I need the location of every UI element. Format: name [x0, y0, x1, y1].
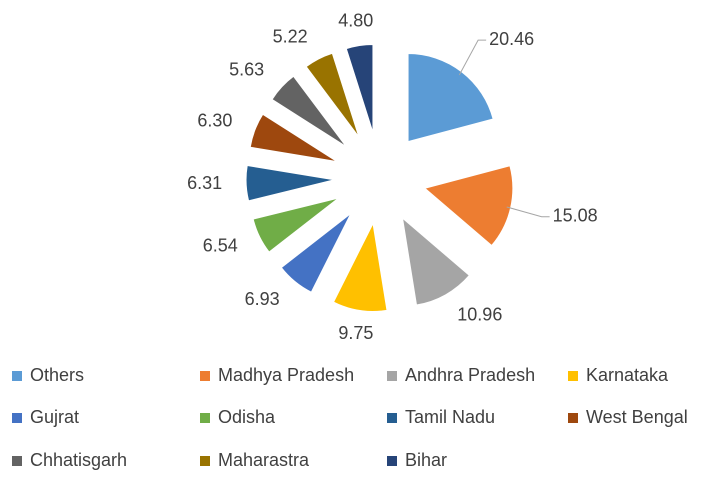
- data-label: 15.08: [553, 206, 598, 226]
- pie-slice: [271, 75, 347, 148]
- pie-slice: [332, 221, 388, 312]
- legend-label: Bihar: [405, 450, 447, 470]
- data-label: 5.22: [273, 26, 308, 46]
- legend-swatch: [12, 371, 22, 381]
- legend-swatch: [568, 371, 578, 381]
- legend-swatch: [12, 456, 22, 466]
- legend-swatch: [568, 413, 578, 423]
- legend-label: Andhra Pradesh: [405, 365, 535, 385]
- pie-slice: [401, 216, 471, 306]
- data-label: 20.46: [489, 29, 534, 49]
- legend-label: West Bengal: [586, 407, 688, 427]
- pie-slice: [305, 52, 360, 138]
- legend-label: Chhatisgarh: [30, 450, 127, 470]
- pie-slice: [280, 213, 352, 293]
- leader-line: [458, 39, 487, 76]
- data-label: 10.96: [457, 305, 502, 325]
- pie-slice: [245, 164, 335, 202]
- data-label: 5.63: [229, 59, 264, 79]
- legend-label: Maharastra: [218, 450, 310, 470]
- pie-slice: [423, 165, 514, 247]
- legend-label: Gujrat: [30, 407, 79, 427]
- legend-swatch: [387, 371, 397, 381]
- data-label: 4.80: [338, 11, 373, 31]
- legend-label: Tamil Nadu: [405, 407, 495, 427]
- data-label: 6.31: [187, 173, 222, 193]
- data-label: 6.54: [203, 236, 238, 256]
- legend-swatch: [387, 456, 397, 466]
- legend-label: Odisha: [218, 407, 276, 427]
- data-label: 9.75: [338, 323, 373, 343]
- legend-label: Others: [30, 365, 84, 385]
- pie-slice: [345, 44, 374, 133]
- legend-label: Karnataka: [586, 365, 669, 385]
- data-label: 6.30: [197, 110, 232, 130]
- legend-swatch: [200, 371, 210, 381]
- pie-slice: [252, 197, 339, 253]
- pie-slice: [407, 53, 494, 143]
- legend-label: Madhya Pradesh: [218, 365, 354, 385]
- pie-slice: [249, 113, 338, 163]
- legend-swatch: [12, 413, 22, 423]
- legend-swatch: [200, 456, 210, 466]
- legend-swatch: [387, 413, 397, 423]
- legend-swatch: [200, 413, 210, 423]
- leader-line: [506, 206, 550, 218]
- data-label: 6.93: [245, 289, 280, 309]
